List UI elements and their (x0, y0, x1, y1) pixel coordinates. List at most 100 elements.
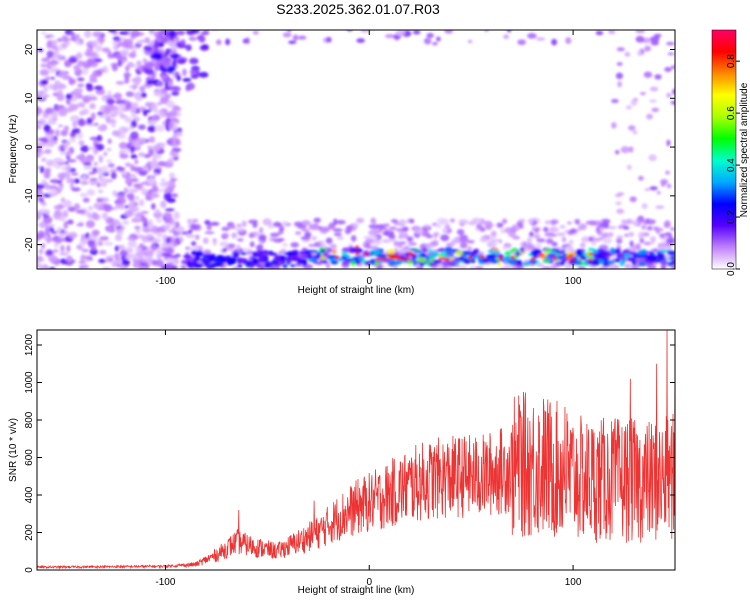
heatmap-cell (329, 243, 337, 248)
heatmap-cell (68, 137, 77, 143)
heatmap-cell (436, 223, 442, 229)
heatmap-cell (87, 44, 94, 48)
heatmap-cell (490, 238, 500, 242)
heatmap-cell (188, 36, 197, 41)
heatmap-cell (231, 232, 238, 239)
heatmap-cell (651, 39, 658, 45)
heatmap-cell (157, 160, 166, 167)
heatmap-cell (56, 93, 65, 102)
heatmap-cell (236, 257, 244, 262)
heatmap-cell (127, 61, 135, 68)
heatmap-cell (147, 75, 156, 80)
heatmap-cell (308, 249, 319, 254)
heatmap-cell (644, 188, 651, 192)
heatmap-cell (259, 249, 270, 255)
heatmap-cell (59, 173, 65, 181)
heatmap-cell (666, 139, 671, 147)
heatmap-cell (86, 189, 96, 196)
heatmap-cell (356, 38, 365, 43)
heatmap-cell (444, 257, 450, 262)
heatmap-cell (54, 209, 62, 217)
heatmap-cell (304, 231, 312, 238)
heatmap-cell (63, 125, 70, 132)
heatmap-cell (382, 231, 390, 236)
heatmap-cell (96, 69, 103, 76)
heatmap-cell (527, 236, 533, 244)
x-tick-label: 100 (565, 577, 582, 588)
heatmap-cell (221, 226, 230, 232)
heatmap-cell (444, 246, 453, 253)
heatmap-cell (131, 102, 139, 108)
heatmap-cell (151, 114, 161, 121)
heatmap-cell (285, 257, 295, 262)
heatmap-cell (73, 88, 83, 94)
heatmap-cell (51, 39, 58, 48)
heatmap-cell (656, 256, 666, 260)
heatmap-cell (180, 231, 190, 235)
heatmap-cell (199, 44, 210, 51)
heatmap-cell (176, 74, 181, 82)
heatmap-cell (101, 94, 107, 102)
heatmap-cell (173, 230, 179, 238)
heatmap-cell (635, 35, 645, 43)
heatmap-cell (38, 221, 48, 229)
heatmap-cell (132, 212, 138, 217)
heatmap-cell (507, 259, 517, 265)
heatmap-cell (121, 41, 129, 49)
heatmap-cell (646, 226, 653, 231)
heatmap-cell (160, 200, 167, 209)
heatmap-cell (292, 34, 299, 41)
heatmap-cell (118, 141, 128, 150)
heatmap-cell (145, 101, 151, 107)
heatmap-cell (78, 260, 86, 265)
heatmap-cell (177, 58, 186, 65)
heatmap-cell (107, 227, 114, 233)
heatmap-cell (665, 170, 670, 175)
heatmap-cell (40, 63, 49, 68)
heatmap-cell (666, 183, 672, 189)
heatmap-cell (57, 82, 65, 90)
heatmap-cell (98, 249, 107, 255)
heatmap-cell (80, 67, 89, 76)
heatmap-cell (206, 254, 215, 258)
heatmap-cell (101, 212, 108, 219)
heatmap-cell (128, 174, 137, 178)
heatmap-cell (502, 218, 508, 224)
heatmap-cell (412, 260, 418, 267)
heatmap-cell (98, 241, 103, 246)
heatmap-cell (242, 38, 248, 44)
heatmap-cell (467, 39, 473, 44)
heatmap-cell (37, 118, 47, 126)
heatmap-cell (664, 66, 672, 73)
heatmap-cell (332, 228, 343, 232)
heatmap-cell (345, 225, 353, 231)
y-tick-label: -10 (24, 188, 35, 203)
heatmap-cell (375, 258, 381, 262)
heatmap-cell (581, 236, 590, 243)
heatmap-cell (159, 110, 165, 118)
heatmap-cell (639, 91, 646, 96)
spectrogram-y-axis-label: Frequency (Hz) (8, 115, 19, 184)
colorbar-tick-label: 0.0 (726, 262, 737, 276)
heatmap-cell (457, 264, 468, 269)
heatmap-cell (69, 31, 76, 36)
heatmap-cell (502, 246, 509, 250)
heatmap-cell (301, 228, 310, 232)
heatmap-cell (157, 33, 164, 41)
heatmap-cell (37, 124, 42, 130)
heatmap-cell (165, 237, 172, 245)
heatmap-cell (216, 39, 222, 46)
colorbar-ticks: 0.0 0.2 0.4 0.6 0.8 (726, 54, 740, 276)
heatmap-cell (544, 220, 552, 225)
heatmap-cell (671, 65, 675, 69)
heatmap-cell (98, 115, 108, 119)
heatmap-cell (370, 26, 375, 29)
heatmap-cell (504, 227, 513, 234)
heatmap-cell (53, 178, 58, 185)
heatmap-cell (353, 222, 359, 229)
heatmap-cell (166, 100, 175, 109)
heatmap-cell (652, 226, 660, 231)
spectrogram-y-ticks: -20 -10 0 10 20 (24, 44, 675, 252)
heatmap-cell (368, 229, 378, 236)
heatmap-cell (109, 168, 118, 174)
